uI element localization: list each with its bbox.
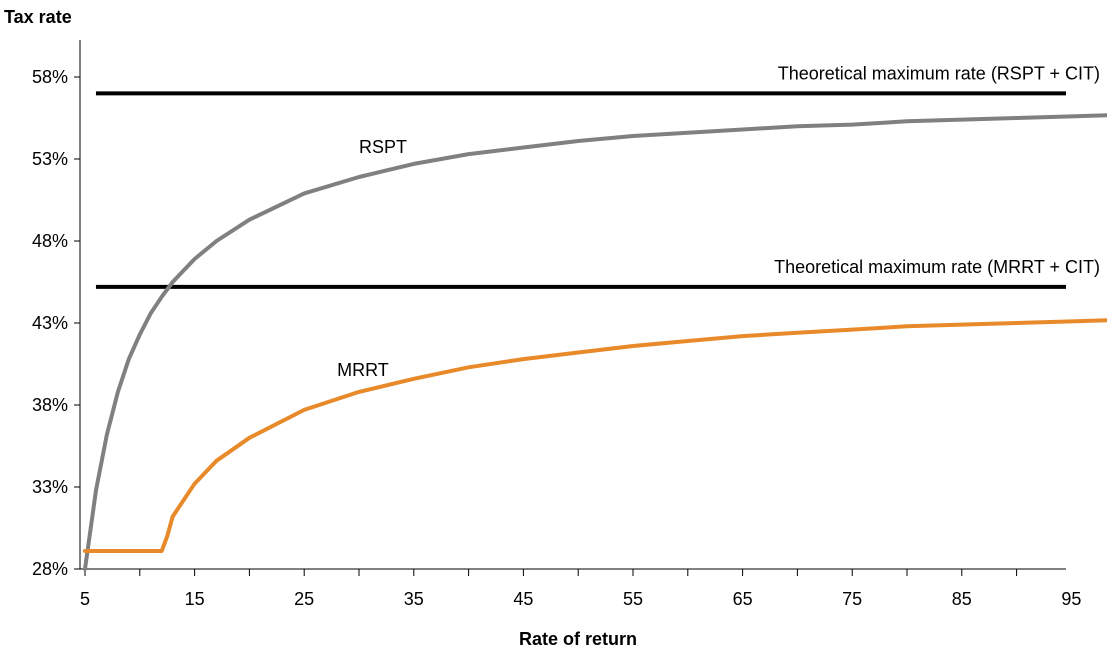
axes: 28% 33% 38% 43% 48% 53% 58% 5 15 25 35 45 55 65 75 85 95 <box>32 40 1081 609</box>
series-line-rspt <box>83 113 1107 571</box>
x-tick-label: 55 <box>623 589 643 609</box>
x-tick-label: 95 <box>1061 589 1081 609</box>
y-tick-label: 28% <box>32 559 68 579</box>
y-axis-title: Tax rate <box>4 7 72 27</box>
x-tick-label: 45 <box>513 589 533 609</box>
x-tick-label: 35 <box>404 589 424 609</box>
reference-lines: Theoretical maximum rate (RSPT + CIT) The… <box>95 63 1100 289</box>
x-tick-label: 5 <box>80 589 90 609</box>
reference-line-label: Theoretical maximum rate (MRRT + CIT) <box>774 257 1100 277</box>
x-tick-label: 65 <box>733 589 753 609</box>
y-tick-label: 38% <box>32 395 68 415</box>
y-tick-label: 43% <box>32 313 68 333</box>
x-tick-label: 85 <box>952 589 972 609</box>
y-tick-label: 53% <box>32 149 68 169</box>
series-label: MRRT <box>337 360 389 380</box>
series-lines <box>83 113 1107 571</box>
y-tick-label: 58% <box>32 67 68 87</box>
y-tick-label: 48% <box>32 231 68 251</box>
x-tick-label: 75 <box>842 589 862 609</box>
x-axis-title: Rate of return <box>519 629 637 649</box>
x-tick-label: 15 <box>185 589 205 609</box>
reference-line-label: Theoretical maximum rate (RSPT + CIT) <box>778 63 1100 83</box>
x-tick-label: 25 <box>294 589 314 609</box>
y-tick-label: 33% <box>32 477 68 497</box>
series-label: RSPT <box>359 137 407 157</box>
series-line-mrrt <box>83 318 1107 553</box>
annotations: RSPT MRRT <box>337 137 407 380</box>
